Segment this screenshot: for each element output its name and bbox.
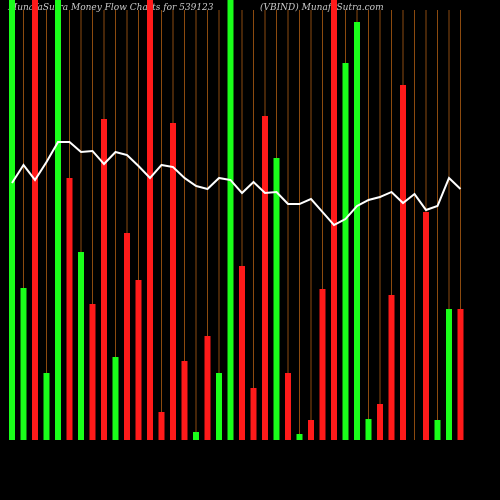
bar <box>331 0 337 440</box>
bar <box>89 304 96 440</box>
bar <box>158 412 165 440</box>
bar <box>147 0 153 440</box>
chart-title: MunafaSutra Money Flow Charts for 539123 <box>7 3 214 13</box>
bar <box>135 280 142 440</box>
bar <box>239 266 245 440</box>
bar <box>342 63 349 440</box>
bar <box>66 178 73 440</box>
bar <box>181 361 188 440</box>
bar <box>124 233 130 440</box>
bar <box>434 420 441 440</box>
chart-subtitle: (VBIND) MunafaSutra.com <box>260 2 384 13</box>
bar <box>204 336 211 440</box>
bar <box>273 158 280 440</box>
bar <box>32 0 38 440</box>
bar <box>354 22 360 440</box>
bar <box>227 0 234 440</box>
money-flow-line <box>11 141 462 227</box>
bar <box>446 309 452 440</box>
bar <box>170 123 176 440</box>
bar <box>457 309 464 440</box>
bar <box>319 289 326 440</box>
bar <box>9 0 15 440</box>
bar <box>365 419 372 440</box>
bar <box>101 119 107 440</box>
bar <box>250 388 257 440</box>
bar <box>112 357 119 440</box>
bar <box>423 212 429 440</box>
bar <box>400 85 406 440</box>
bar <box>193 432 199 440</box>
bar <box>78 252 84 440</box>
bar <box>308 420 314 440</box>
bar <box>296 434 303 440</box>
bar <box>216 373 222 440</box>
bar <box>377 404 383 440</box>
bar <box>55 0 61 440</box>
bar <box>285 373 291 440</box>
bar <box>43 373 50 440</box>
bar <box>388 295 395 440</box>
bar <box>262 116 268 440</box>
bar <box>20 288 27 440</box>
